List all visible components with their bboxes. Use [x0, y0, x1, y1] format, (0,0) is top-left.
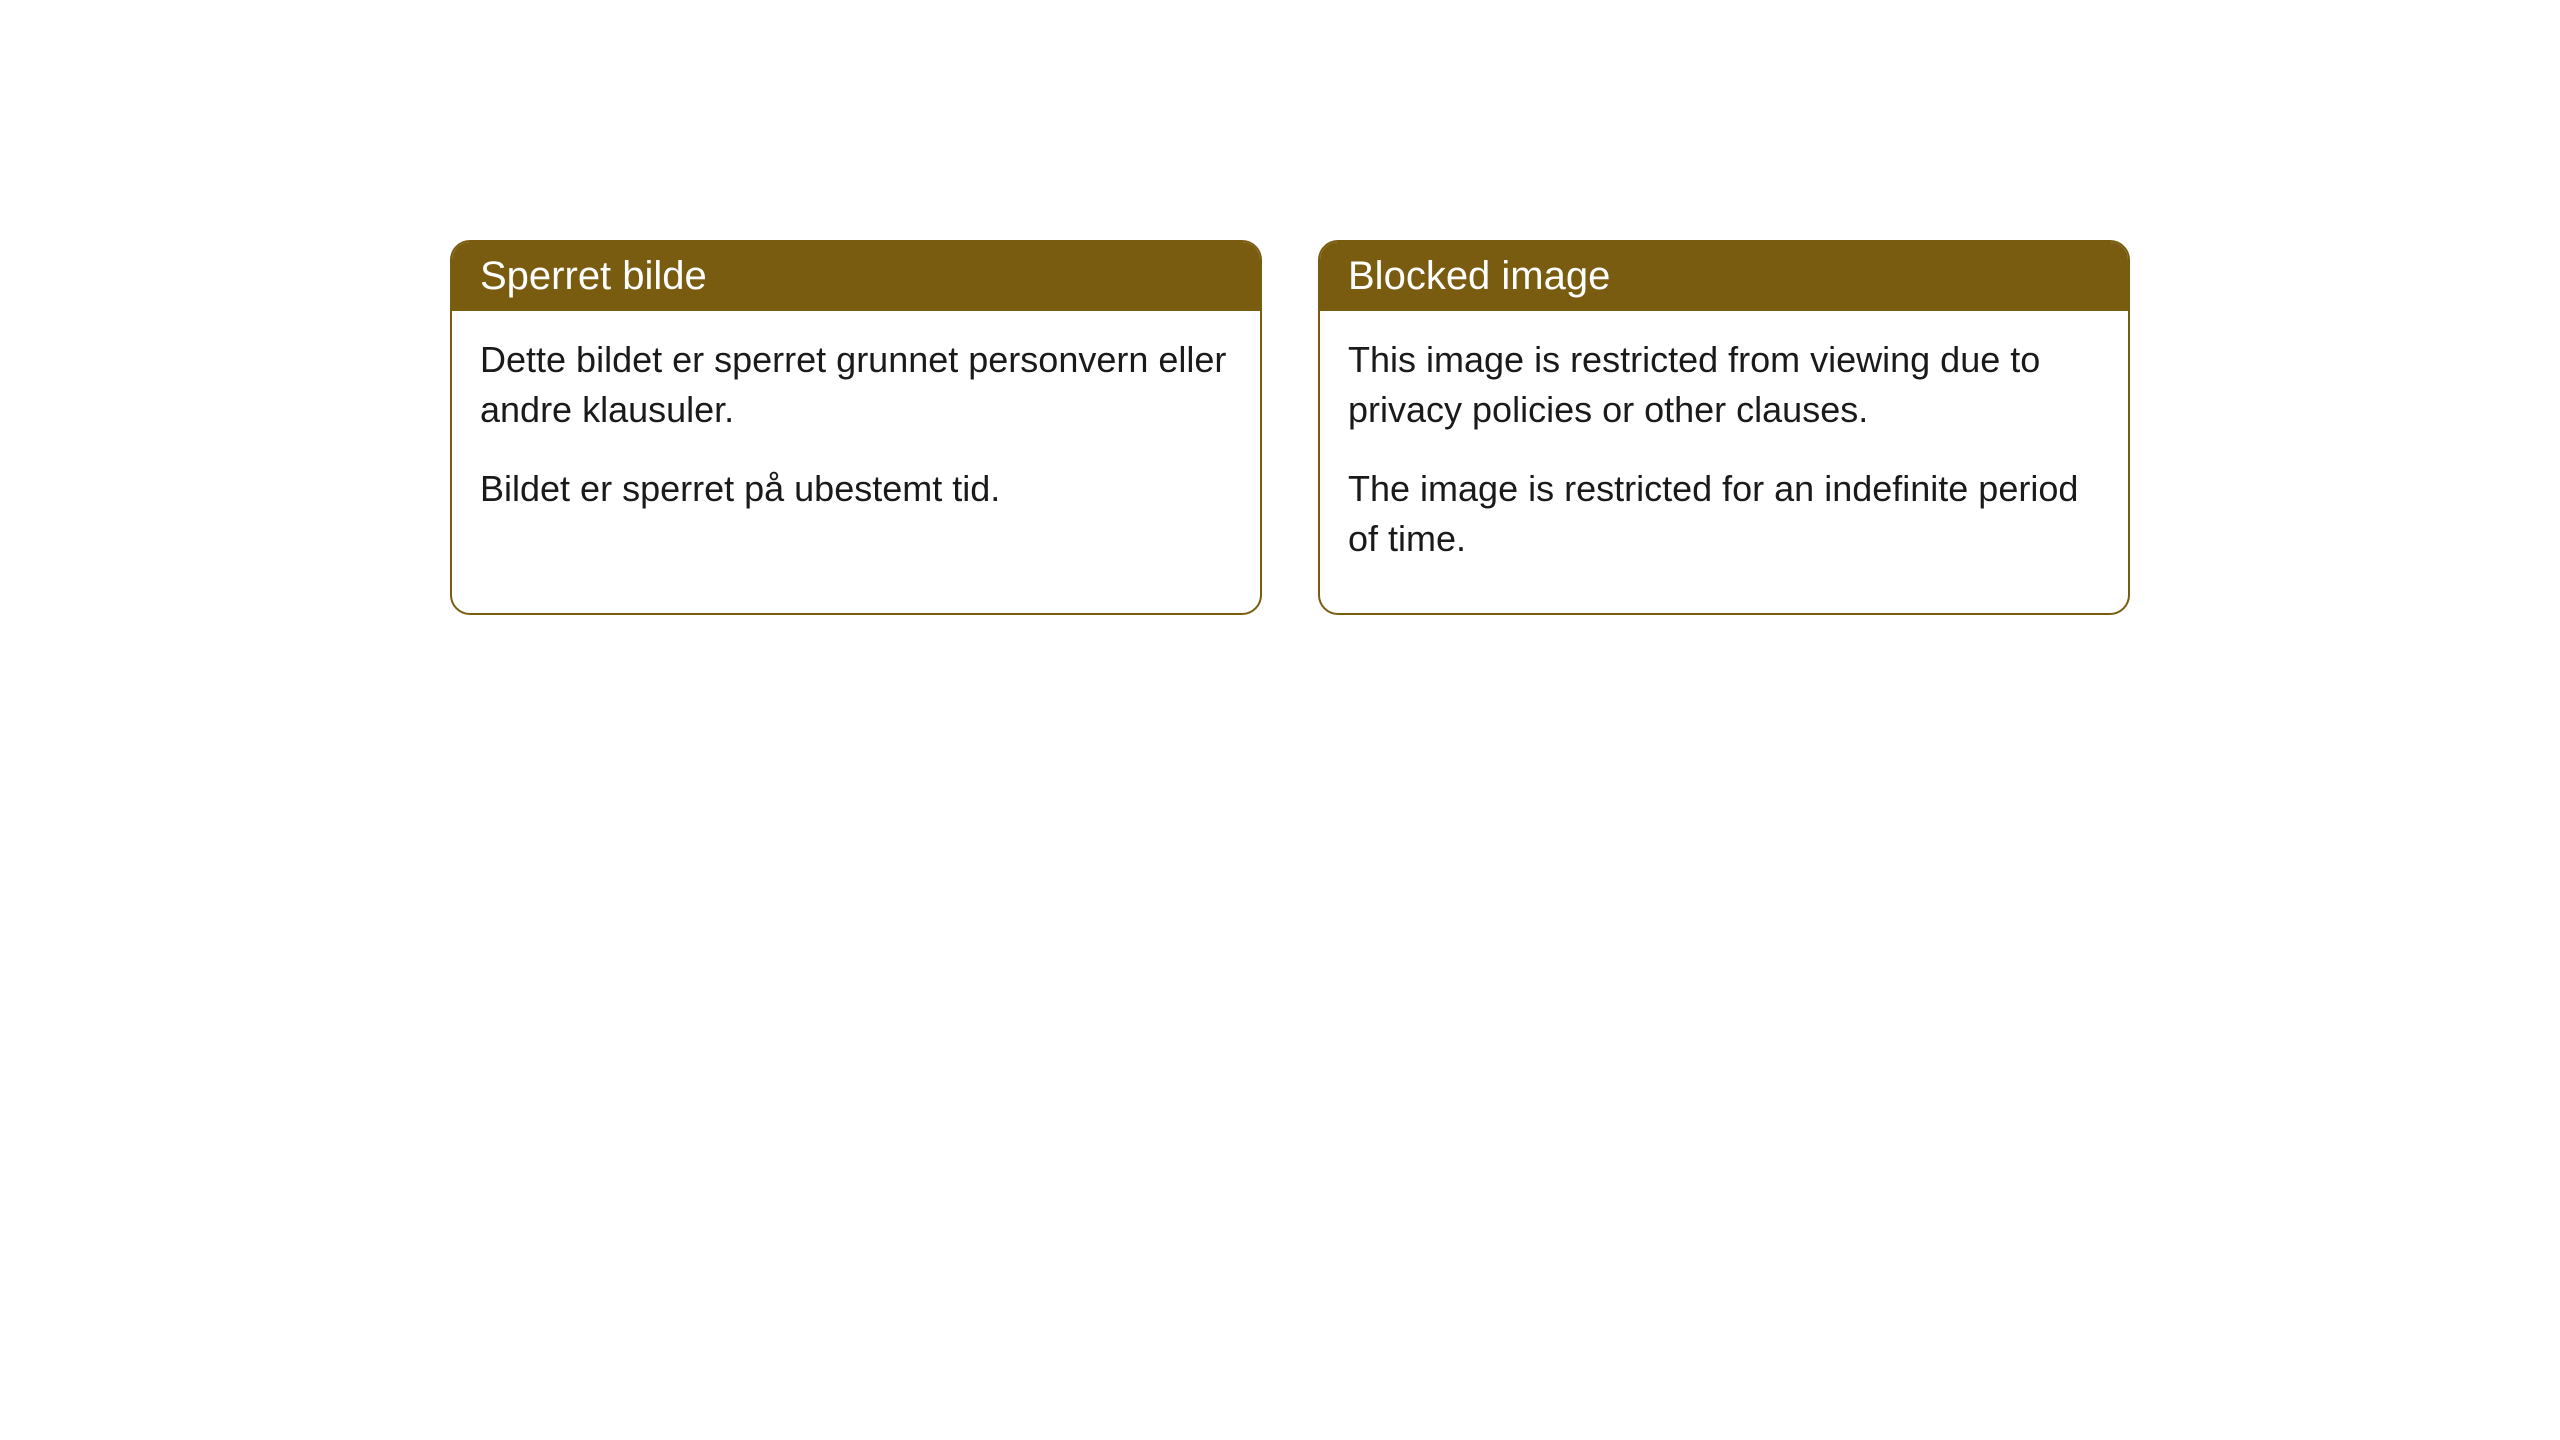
- notice-body: Dette bildet er sperret grunnet personve…: [452, 311, 1260, 562]
- notice-body: This image is restricted from viewing du…: [1320, 311, 2128, 613]
- notice-header: Sperret bilde: [452, 242, 1260, 311]
- notice-container: Sperret bilde Dette bildet er sperret gr…: [450, 240, 2130, 615]
- notice-paragraph: This image is restricted from viewing du…: [1348, 335, 2100, 436]
- notice-paragraph: Bildet er sperret på ubestemt tid.: [480, 464, 1232, 514]
- notice-header: Blocked image: [1320, 242, 2128, 311]
- notice-title: Sperret bilde: [480, 254, 707, 298]
- notice-card-english: Blocked image This image is restricted f…: [1318, 240, 2130, 615]
- notice-paragraph: Dette bildet er sperret grunnet personve…: [480, 335, 1232, 436]
- notice-card-norwegian: Sperret bilde Dette bildet er sperret gr…: [450, 240, 1262, 615]
- notice-paragraph: The image is restricted for an indefinit…: [1348, 464, 2100, 565]
- notice-title: Blocked image: [1348, 254, 1610, 298]
